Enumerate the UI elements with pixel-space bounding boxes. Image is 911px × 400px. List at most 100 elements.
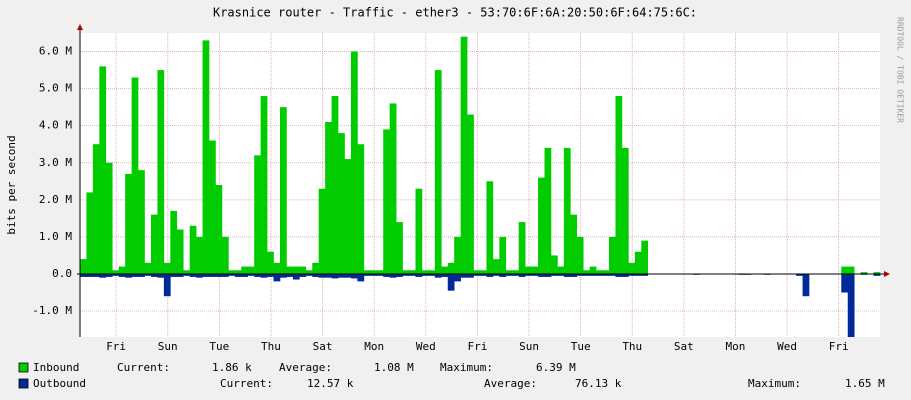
area-segment [196, 273, 203, 278]
area-segment [280, 273, 287, 278]
area-segment [86, 273, 94, 277]
legend-label: Inbound [33, 361, 79, 374]
x-tick-label: Tue [571, 340, 591, 353]
area-segment [254, 155, 261, 274]
area-segment [99, 66, 107, 274]
area-segment [350, 273, 358, 279]
area-segment [189, 273, 197, 277]
legend-stat-value: 1.86 k [212, 361, 252, 374]
area-segment [376, 270, 384, 274]
area-segment [454, 236, 461, 274]
area-segment [286, 273, 294, 277]
area-segment [447, 262, 455, 274]
area-segment [228, 270, 236, 274]
area-segment [615, 273, 623, 277]
chart-title: Krasnice router - Traffic - ether3 - 53:… [213, 6, 697, 20]
x-tick-label: Sun [158, 340, 178, 353]
area-segment [473, 270, 481, 274]
area-segment [480, 273, 487, 276]
legend-stat-value: 1.08 M [374, 361, 414, 374]
area-segment [641, 240, 649, 274]
area-segment [241, 266, 249, 274]
area-segment [402, 273, 410, 276]
legend-swatch [18, 378, 29, 389]
area-segment [325, 273, 332, 278]
area-segment [402, 270, 410, 274]
area-segment [376, 273, 384, 276]
area-segment [138, 273, 145, 277]
x-tick-label: Fri [829, 340, 849, 353]
area-segment [447, 273, 455, 291]
area-segment [118, 273, 126, 277]
area-segment [86, 192, 94, 274]
area-segment [441, 273, 449, 277]
y-tick-label: 2.0 M [39, 193, 72, 206]
x-tick-label: Sat [674, 340, 694, 353]
area-segment [512, 270, 520, 274]
y-tick-label: -1.0 M [32, 304, 72, 317]
area-segment [415, 273, 423, 277]
area-segment [318, 188, 326, 274]
area-segment [144, 273, 152, 276]
area-segment [873, 272, 881, 274]
plot-area [80, 33, 880, 337]
area-segment [538, 273, 545, 277]
area-segment [421, 270, 429, 274]
area-segment [150, 273, 158, 277]
area-segment [409, 270, 416, 274]
area-segment [125, 273, 132, 278]
area-segment [421, 273, 429, 276]
area-segment [409, 273, 416, 276]
area-segment [260, 273, 268, 278]
x-tick-label: Wed [416, 340, 436, 353]
y-tick-label: 3.0 M [39, 156, 72, 169]
y-axis-label: bits per second [5, 135, 18, 234]
x-tick-label: Wed [777, 340, 797, 353]
y-tick-label: 0.0 [52, 267, 72, 280]
legend-stat-value: 1.65 M [845, 377, 885, 390]
area-segment [80, 259, 87, 274]
area-segment [596, 270, 603, 274]
legend-stat-value: 6.39 M [536, 361, 576, 374]
area-segment [344, 159, 352, 274]
area-segment [105, 273, 113, 277]
area-segment [118, 266, 126, 274]
area-segment [215, 273, 223, 277]
area-segment [383, 129, 390, 274]
x-tick-label: Mon [364, 340, 384, 353]
area-segment [847, 273, 855, 337]
area-segment [621, 147, 629, 274]
area-segment [615, 96, 623, 274]
area-segment [467, 273, 474, 278]
area-segment [112, 270, 120, 274]
area-segment [331, 96, 339, 274]
area-segment [221, 273, 229, 277]
area-segment [473, 273, 481, 276]
area-segment [396, 222, 403, 274]
area-segment [531, 273, 539, 276]
area-segment [144, 262, 152, 274]
area-segment [183, 270, 190, 274]
area-segment [221, 236, 229, 274]
area-segment [157, 273, 165, 278]
x-tick-label: Thu [622, 340, 642, 353]
area-segment [331, 273, 339, 279]
area-segment [176, 273, 184, 277]
area-segment [641, 273, 649, 276]
legend-stat-label: Current: [220, 377, 273, 390]
area-segment [312, 273, 320, 277]
area-segment [512, 273, 520, 276]
area-segment [389, 273, 397, 278]
area-segment [557, 266, 565, 274]
area-segment [247, 266, 255, 274]
area-segment [260, 96, 268, 274]
area-segment [434, 70, 442, 274]
area-segment [344, 273, 352, 278]
area-segment [860, 272, 868, 274]
area-segment [267, 273, 274, 277]
area-segment [112, 273, 120, 276]
area-segment [209, 273, 216, 277]
area-segment [609, 273, 616, 276]
area-segment [499, 273, 507, 277]
x-tick-label: Tue [209, 340, 229, 353]
